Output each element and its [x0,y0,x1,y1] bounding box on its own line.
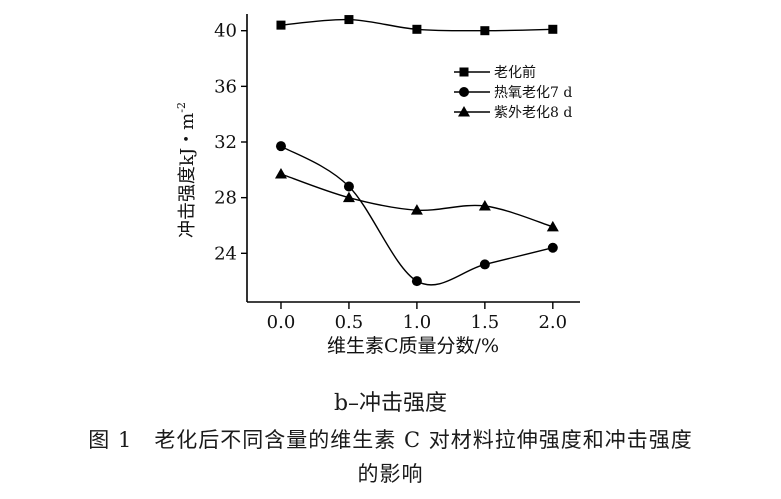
data-point [344,15,354,25]
x-tick-label: 0.0 [267,312,296,333]
series-line [280,173,554,228]
data-point [274,168,287,179]
legend-label: 紫外老化8 d [494,105,572,121]
y-axis-ticks: 24 28 32 36 40 [214,21,247,264]
x-axis-label: 维生素C质量分数/% [327,335,499,357]
data-point [546,220,559,232]
series-line [280,145,553,286]
series-1 [276,15,558,36]
legend-marker [458,106,470,117]
y-tick-label: 24 [214,243,237,264]
y-tick-label: 36 [214,76,237,97]
x-tick-label: 1.5 [471,312,500,333]
legend-item: 紫外老化8 d [454,105,572,121]
y-axis-label-text: 冲击强度kJ・m [177,113,198,238]
chart-subtitle: b–冲击强度 [333,391,448,416]
y-axis-label-exponent: -2 [175,102,188,113]
figure-number: 图 1 [88,428,133,452]
y-tick-label: 32 [214,132,237,153]
data-point [342,191,355,203]
data-point [343,181,354,192]
x-tick-label: 0.5 [335,312,364,333]
figure-title-line2: 的影响 [357,462,424,486]
data-point [411,276,422,287]
y-tick-label: 40 [214,21,237,42]
legend-label: 热氧老化7 d [494,85,572,101]
legend-item: 老化前 [454,64,536,81]
x-axis-ticks: 0.0 0.5 1.0 1.5 2.0 [267,302,567,333]
legend-marker [459,87,469,97]
y-axis-label: 冲击强度kJ・m-2 [175,102,198,238]
data-point [478,200,491,211]
data-point [410,204,423,215]
data-point [480,26,490,36]
plot-axes [246,14,580,303]
y-tick-label: 28 [214,188,237,209]
x-tick-label: 2.0 [538,312,567,333]
legend-marker [459,67,469,77]
data-point [276,20,286,30]
x-tick-label: 1.0 [403,312,432,333]
series-layer [274,15,559,287]
legend-label: 老化前 [494,64,536,81]
data-point [548,24,558,34]
data-point [547,242,558,253]
series-2 [275,141,558,287]
figure-caption: 图 1 老化后不同含量的维生素 C 对材料拉伸强度和冲击强度 [0,424,781,454]
legend-item: 热氧老化7 d [454,85,572,101]
figure-title-line1: 老化后不同含量的维生素 C 对材料拉伸强度和冲击强度 [154,428,693,452]
data-point [412,24,422,34]
data-point [479,259,490,270]
series-3 [274,168,559,232]
data-point [275,141,286,152]
